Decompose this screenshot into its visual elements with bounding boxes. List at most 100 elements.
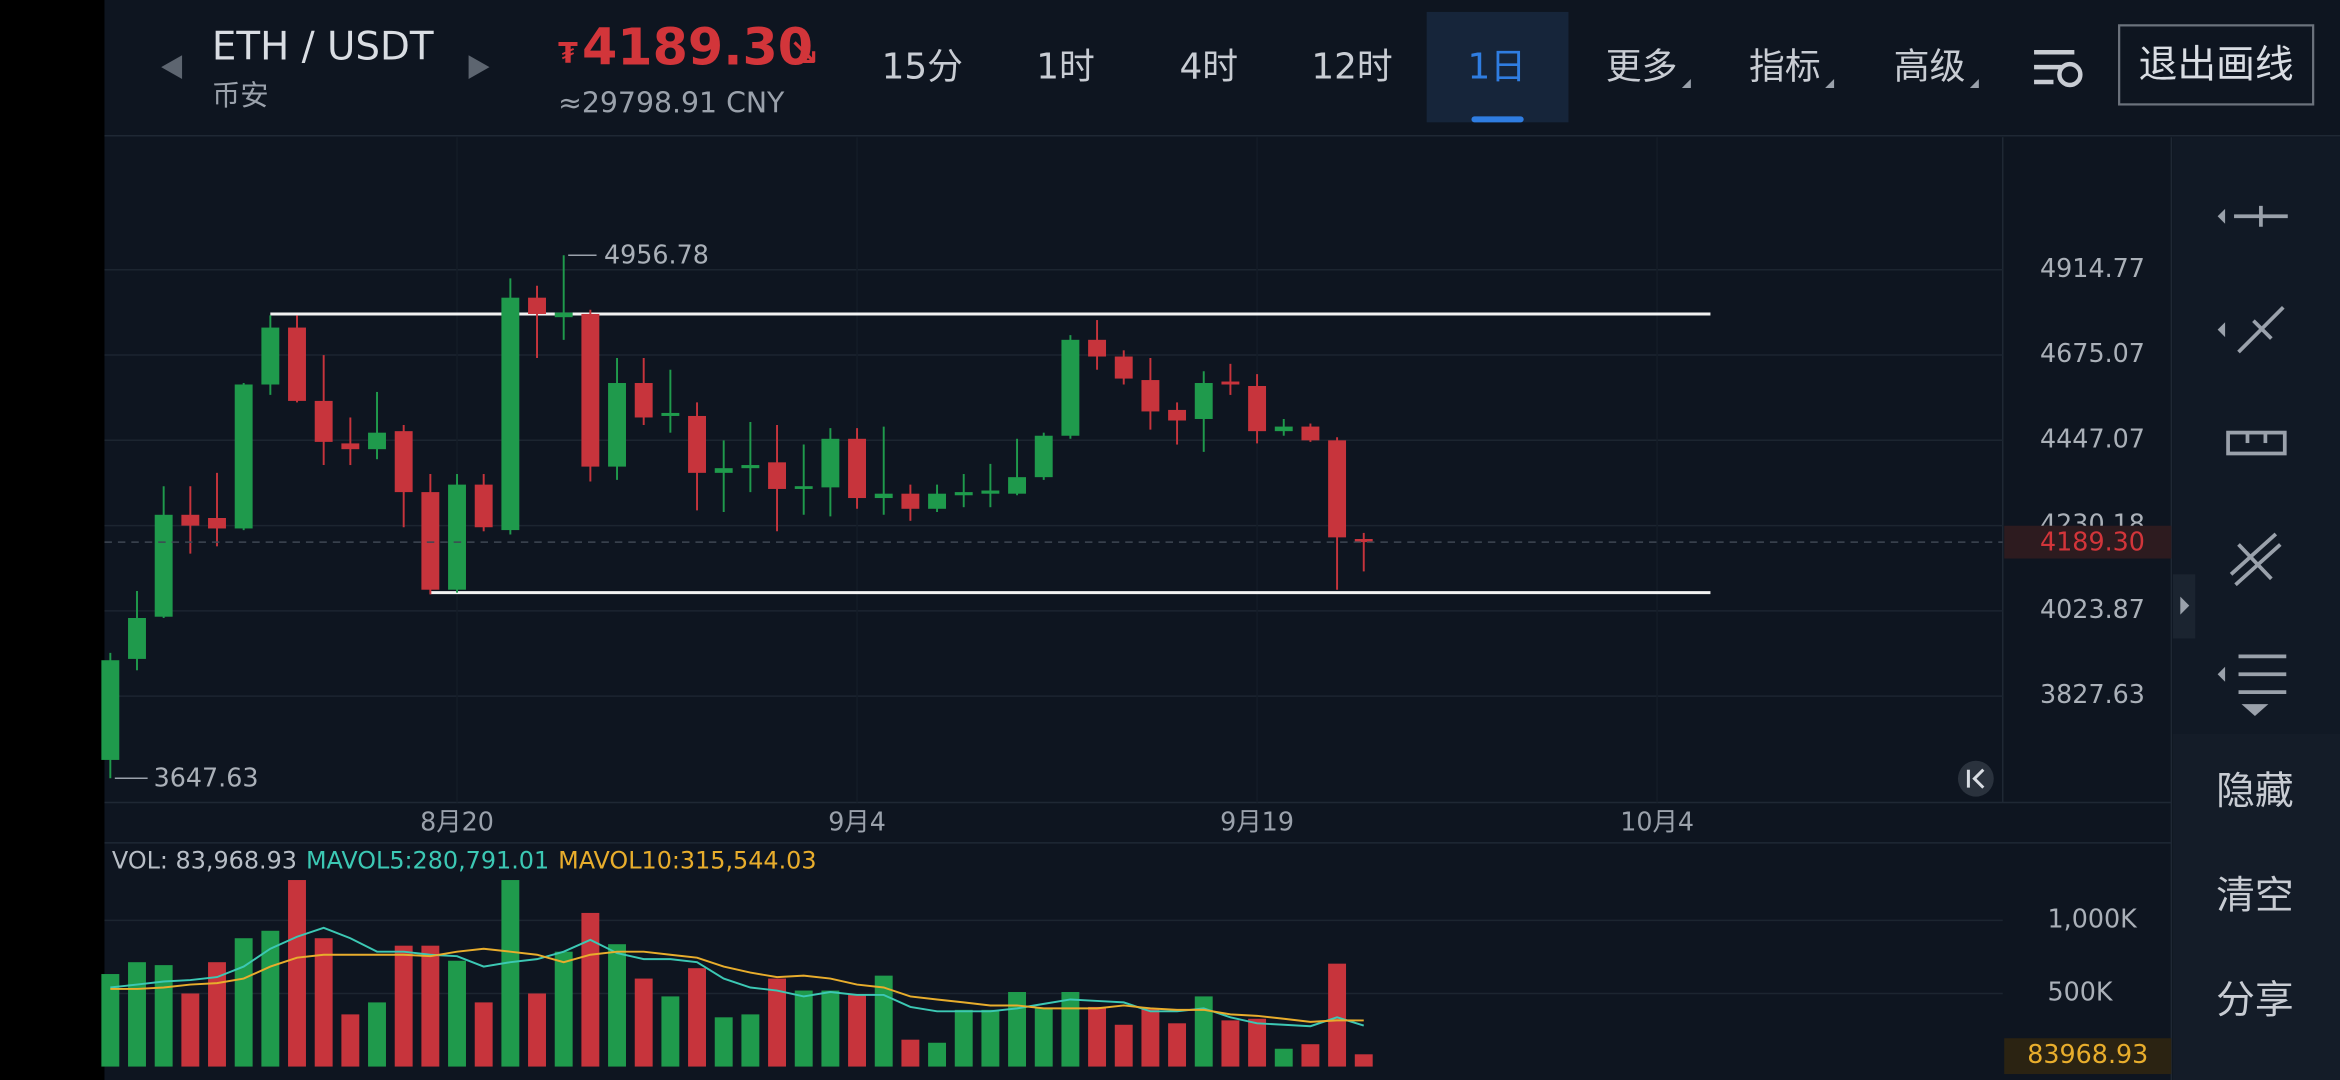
- candle-body: [128, 617, 146, 659]
- exchange: 币安: [212, 79, 269, 112]
- y-tick-label: 4023.87: [2040, 594, 2145, 624]
- candle-body: [714, 468, 733, 473]
- timeframe-tab[interactable]: 15分: [882, 47, 963, 88]
- candle-body: [794, 486, 813, 489]
- volume-bar: [1354, 1054, 1373, 1067]
- volume-bar: [368, 1002, 386, 1067]
- volume-bar: [501, 880, 520, 1067]
- volume-legend: VOL: 83,968.93: [112, 847, 297, 875]
- candle-body: [368, 432, 386, 450]
- candle-body: [741, 465, 760, 469]
- volume-bar: [661, 996, 680, 1067]
- candle-body: [901, 493, 920, 509]
- candle-body: [154, 514, 173, 617]
- candle-body: [288, 327, 306, 401]
- sidebar-button[interactable]: 隐藏: [2216, 769, 2294, 814]
- volume-bar: [528, 993, 546, 1067]
- exit-button[interactable]: [2118, 24, 2315, 106]
- y-tick-label: 4914.77: [2040, 253, 2145, 283]
- collapse-arrow: [2180, 596, 2190, 615]
- tool-ruler[interactable]: [2226, 430, 2287, 456]
- y-tick-label: 1,000K: [2048, 903, 2139, 933]
- tool-tick: [2237, 543, 2273, 581]
- toolbar-lower: [2172, 733, 2340, 1080]
- volume-bar: [928, 1042, 947, 1067]
- candle-body: [821, 438, 840, 488]
- price: 4189.30: [582, 18, 813, 77]
- tab-dropdown-marker: [1825, 79, 1835, 89]
- volume-bar: [448, 960, 466, 1067]
- timeframe-tab[interactable]: 指标: [1749, 47, 1821, 88]
- volume-bar: [421, 945, 440, 1067]
- volume-bar: [821, 990, 840, 1067]
- sidebar-button[interactable]: 分享: [2216, 978, 2294, 1023]
- timeframe-tab[interactable]: 12时: [1311, 47, 1392, 88]
- candle-body: [261, 327, 280, 385]
- volume-bar: [1221, 1020, 1240, 1067]
- tool-arrow: [2217, 322, 2226, 338]
- price-cny: ≈29798.91 CNY: [558, 86, 785, 119]
- x-tick-label: 9月19: [1220, 806, 1294, 836]
- timeframe-tab[interactable]: 4时: [1180, 47, 1239, 88]
- candle-body: [1008, 477, 1027, 494]
- volume-bar: [634, 978, 653, 1067]
- timeframe-tab[interactable]: 1日: [1468, 47, 1527, 88]
- volume-bar: [794, 990, 813, 1067]
- candle-body: [474, 484, 493, 528]
- volume-bar: [1301, 1044, 1320, 1067]
- candle-body: [101, 660, 120, 760]
- volume-bar: [688, 968, 706, 1067]
- candle-body: [234, 384, 253, 529]
- volume-bar: [101, 974, 120, 1067]
- candle-body: [1274, 426, 1293, 432]
- candle-body: [768, 462, 786, 489]
- volume-bar: [341, 1014, 360, 1067]
- volume-bar: [234, 938, 253, 1067]
- candle-body: [981, 490, 1000, 494]
- volume-bar: [1274, 1048, 1293, 1067]
- timeframe-tab[interactable]: 1时: [1036, 47, 1095, 88]
- y-tick-label: 3827.63: [2040, 679, 2145, 709]
- last-volume-label: 83968.93: [2027, 1039, 2148, 1069]
- candle-body: [954, 492, 973, 496]
- candle-body: [581, 313, 600, 467]
- candle-body: [1168, 409, 1187, 421]
- expand-arrow[interactable]: [2241, 704, 2269, 717]
- candle-body: [528, 297, 546, 314]
- exit-button-label[interactable]: 退出画线: [2139, 43, 2294, 88]
- x-tick-label: 9月4: [828, 806, 886, 836]
- price-symbol: ₮: [558, 37, 578, 70]
- trend-arrow: ↘: [788, 29, 821, 74]
- x-tick-label: 8月20: [420, 806, 494, 836]
- y-tick-label: 500K: [2048, 976, 2114, 1006]
- volume-bar: [1168, 1023, 1187, 1067]
- next-arrow[interactable]: [468, 55, 490, 80]
- pair: ETH / USDT: [212, 25, 434, 70]
- moving-average-line: [110, 947, 1364, 1023]
- volume-bar: [874, 975, 893, 1067]
- candle-body: [1328, 440, 1347, 538]
- volume-bar: [1328, 963, 1347, 1067]
- volume-bar: [554, 951, 573, 1067]
- last-volume-box: [2004, 1038, 2172, 1075]
- candle-body: [1354, 538, 1373, 543]
- prev-arrow[interactable]: [161, 55, 183, 80]
- tool-channel[interactable]: [2229, 532, 2278, 576]
- candle-body: [314, 400, 333, 442]
- candle-body: [874, 493, 893, 499]
- candle-body: [1114, 356, 1133, 379]
- settings-icon[interactable]: [2034, 49, 2083, 88]
- candle-body: [688, 415, 706, 473]
- volume-bar: [128, 962, 146, 1067]
- sidebar-button[interactable]: 清空: [2216, 874, 2294, 919]
- candle-body: [181, 514, 200, 526]
- volume-bar: [208, 962, 226, 1067]
- candle-body: [634, 383, 653, 418]
- timeframe-tab[interactable]: 高级: [1894, 47, 1966, 88]
- x-tick-label: 10月4: [1620, 806, 1694, 836]
- candle-body: [1141, 380, 1160, 412]
- timeframe-tab[interactable]: 更多: [1606, 47, 1678, 88]
